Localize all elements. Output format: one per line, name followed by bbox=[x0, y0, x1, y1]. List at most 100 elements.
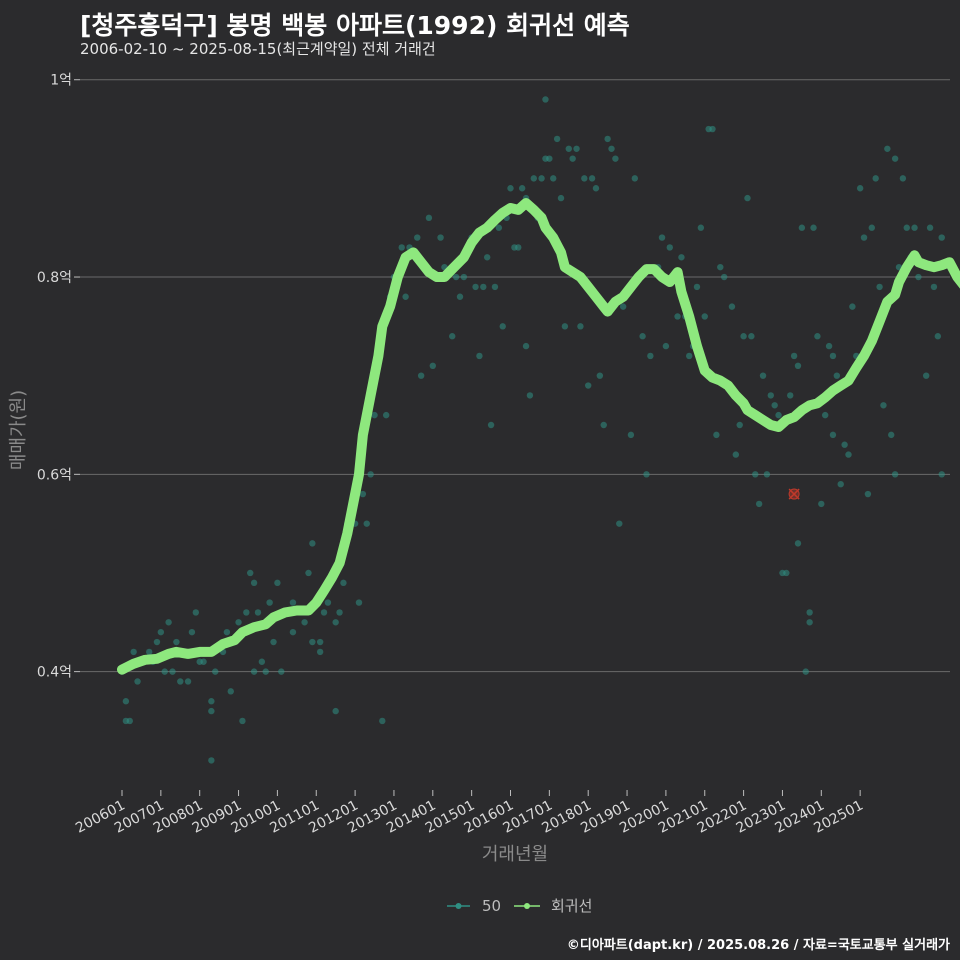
scatter-point bbox=[686, 352, 693, 360]
scatter-point bbox=[631, 175, 639, 182]
scatter-point bbox=[557, 194, 565, 202]
scatter-point bbox=[483, 254, 491, 261]
scatter-points bbox=[118, 96, 945, 764]
scatter-point bbox=[616, 520, 623, 527]
scatter-point bbox=[258, 658, 266, 665]
scatter-point bbox=[530, 175, 538, 182]
scatter-point bbox=[188, 628, 196, 636]
scatter-point bbox=[755, 500, 763, 508]
scatter-point bbox=[771, 402, 778, 409]
scatter-point bbox=[825, 342, 833, 350]
scatter-point bbox=[732, 451, 740, 458]
scatter-point bbox=[604, 135, 611, 143]
legend: 50 회귀선 bbox=[447, 897, 592, 915]
scatter-point bbox=[153, 638, 161, 646]
scatter-point bbox=[371, 411, 378, 419]
scatter-point bbox=[499, 323, 506, 330]
scatter-point bbox=[247, 569, 254, 577]
scatter-point bbox=[126, 717, 133, 725]
y-axis-ticks: 0.4억 0.6억 0.8억 1억 bbox=[37, 73, 80, 681]
scatter-point bbox=[402, 293, 409, 300]
grid-lines bbox=[80, 79, 950, 673]
scatter-point bbox=[693, 283, 701, 291]
scatter-point bbox=[270, 638, 277, 646]
legend-label-scatter: 50 bbox=[482, 897, 501, 915]
scatter-point bbox=[674, 313, 681, 320]
scatter-point bbox=[763, 471, 771, 478]
scatter-point bbox=[666, 244, 673, 251]
scatter-point bbox=[243, 609, 250, 616]
scatter-point bbox=[938, 471, 945, 478]
scatter-point bbox=[744, 194, 751, 202]
scatter-point bbox=[289, 628, 297, 636]
scatter-point bbox=[814, 333, 821, 340]
y-tick-label: 0.6억 bbox=[37, 467, 72, 483]
scatter-point bbox=[429, 362, 436, 370]
scatter-point bbox=[262, 668, 269, 675]
scatter-point bbox=[165, 619, 172, 626]
scatter-point bbox=[487, 421, 495, 429]
scatter-point bbox=[456, 293, 464, 300]
scatter-point bbox=[227, 688, 234, 695]
scatter-point bbox=[720, 273, 728, 281]
footer-credit: ©디아파트(dapt.kr) / 2025.08.26 / 자료=국토교통부 실… bbox=[566, 938, 950, 953]
scatter-point bbox=[223, 628, 231, 636]
regression-line bbox=[117, 198, 960, 675]
scatter-point bbox=[891, 155, 899, 162]
scatter-point bbox=[208, 757, 215, 764]
scatter-point bbox=[340, 579, 347, 587]
scatter-point bbox=[596, 372, 604, 379]
scatter-point bbox=[460, 273, 468, 281]
scatter-point bbox=[709, 125, 716, 133]
scatter-point bbox=[239, 717, 246, 725]
scatter-point bbox=[332, 619, 339, 626]
scatter-point bbox=[161, 668, 168, 675]
scatter-point bbox=[899, 175, 907, 182]
scatter-point bbox=[767, 392, 774, 399]
scatter-point bbox=[612, 155, 619, 162]
scatter-point bbox=[480, 283, 487, 291]
scatter-point bbox=[880, 402, 887, 409]
scatter-point bbox=[324, 599, 332, 606]
scatter-point bbox=[841, 441, 848, 448]
scatter-point bbox=[305, 569, 312, 577]
scatter-point bbox=[355, 599, 363, 606]
scatter-point bbox=[806, 619, 813, 626]
scatter-point bbox=[332, 707, 339, 715]
scatter-point bbox=[425, 214, 433, 222]
scatter-point bbox=[868, 224, 876, 231]
scatter-point bbox=[639, 333, 646, 340]
scatter-point bbox=[565, 145, 572, 152]
scatter-point bbox=[775, 411, 782, 419]
scatter-point bbox=[522, 342, 530, 350]
scatter-point bbox=[250, 579, 258, 587]
scatter-point bbox=[546, 155, 553, 162]
scatter-point bbox=[818, 500, 825, 508]
scatter-point bbox=[367, 471, 374, 478]
scatter-point bbox=[926, 224, 934, 231]
scatter-point bbox=[903, 224, 910, 231]
scatter-point bbox=[569, 155, 576, 162]
scatter-point bbox=[752, 471, 759, 478]
scatter-point bbox=[736, 421, 743, 429]
scatter-point bbox=[911, 224, 918, 231]
scatter-point bbox=[122, 698, 130, 705]
scatter-point bbox=[134, 678, 141, 685]
scatter-point bbox=[794, 362, 802, 370]
scatter-point bbox=[316, 638, 324, 646]
scatter-point bbox=[748, 333, 755, 340]
scatter-point bbox=[145, 648, 153, 656]
scatter-point bbox=[235, 619, 242, 626]
scatter-point bbox=[577, 323, 584, 330]
scatter-point bbox=[309, 638, 316, 646]
scatter-point bbox=[495, 224, 503, 231]
scatter-point bbox=[837, 480, 844, 488]
scatter-point bbox=[320, 609, 328, 616]
legend-scatter-swatch bbox=[455, 903, 462, 909]
scatter-point bbox=[212, 668, 219, 675]
scatter-point bbox=[250, 668, 258, 675]
scatter-point bbox=[274, 579, 281, 587]
scatter-point bbox=[713, 431, 720, 439]
scatter-point bbox=[173, 638, 180, 646]
